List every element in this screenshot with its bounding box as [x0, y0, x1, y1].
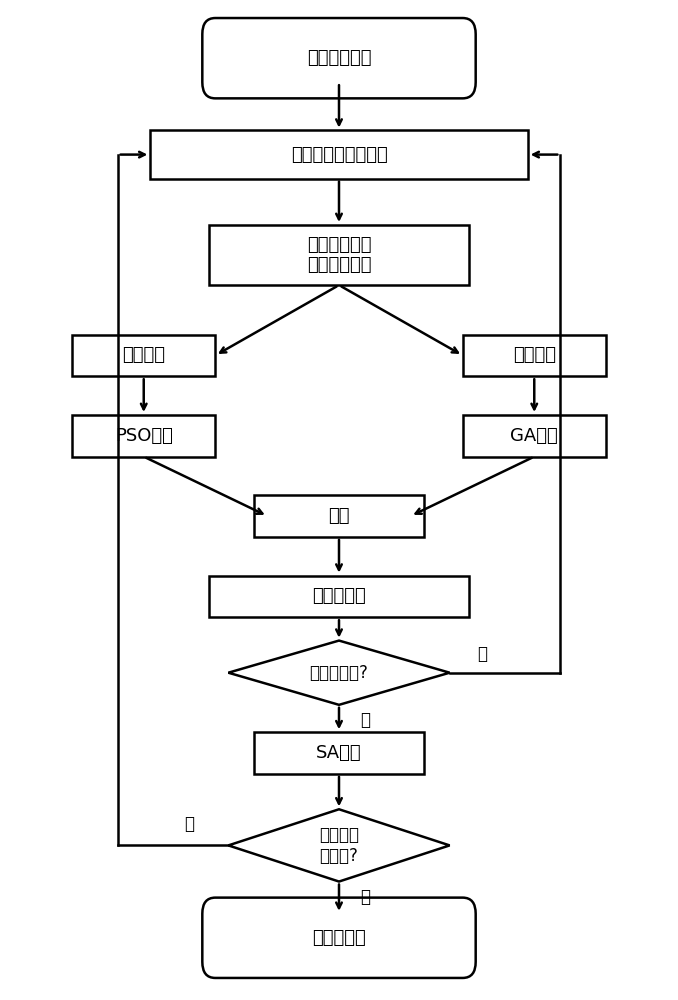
Text: 随机分粒子群
为相等两部分: 随机分粒子群 为相等两部分	[306, 236, 372, 274]
Polygon shape	[228, 641, 450, 705]
Text: 是: 是	[360, 888, 370, 906]
Text: 满足迭代吗?: 满足迭代吗?	[310, 664, 368, 682]
Text: 否: 否	[477, 645, 487, 663]
Text: GA算法: GA算法	[511, 427, 558, 445]
Text: SA算法: SA算法	[316, 744, 362, 762]
FancyBboxPatch shape	[202, 18, 476, 98]
Bar	[209, 576, 469, 617]
Text: 初始化粒子群: 初始化粒子群	[306, 49, 372, 67]
Text: 评估每个粒子适配值: 评估每个粒子适配值	[291, 146, 387, 164]
Text: 输出最优解: 输出最优解	[312, 929, 366, 947]
Text: 第二部分: 第二部分	[513, 346, 556, 364]
Polygon shape	[228, 809, 450, 882]
Text: 第一部分: 第一部分	[122, 346, 165, 364]
Text: 否: 否	[184, 815, 195, 833]
Text: 是: 是	[360, 711, 370, 729]
Bar	[254, 495, 424, 537]
Bar	[209, 225, 469, 285]
Text: 终止条件
满足吗?: 终止条件 满足吗?	[319, 826, 359, 865]
FancyBboxPatch shape	[202, 898, 476, 978]
Text: 合并: 合并	[328, 507, 350, 525]
Bar	[462, 335, 606, 376]
Bar	[462, 415, 606, 457]
Bar	[72, 415, 216, 457]
Text: PSO算法: PSO算法	[115, 427, 173, 445]
Bar	[151, 130, 527, 179]
Text: 更新最优解: 更新最优解	[312, 587, 366, 605]
Bar	[72, 335, 216, 376]
Bar	[254, 732, 424, 774]
